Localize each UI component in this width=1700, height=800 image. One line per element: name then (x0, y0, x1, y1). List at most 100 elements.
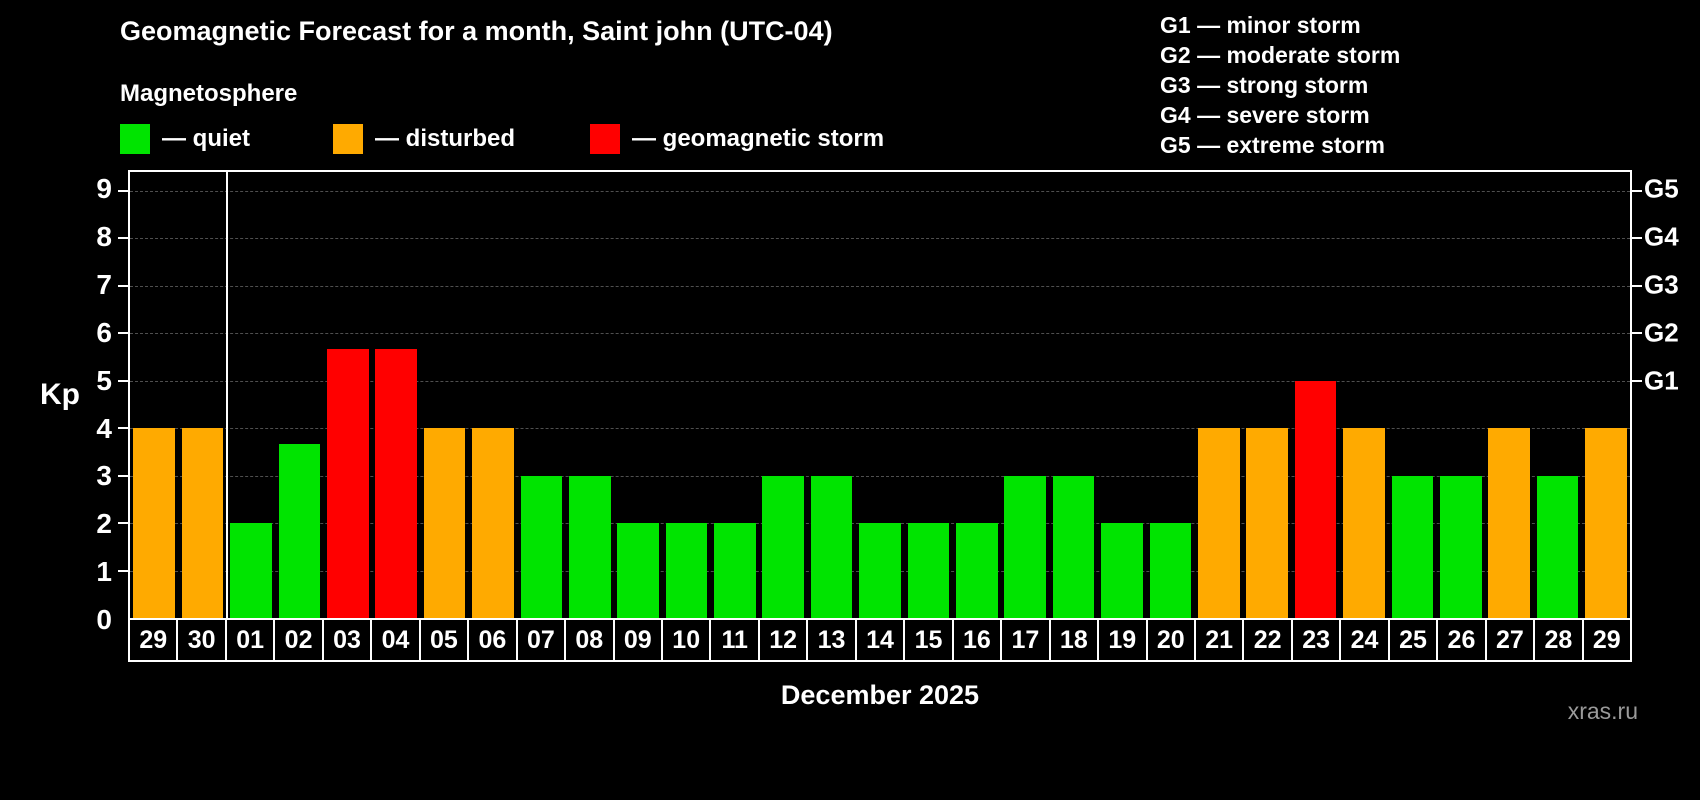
right-tick-label-g4: G4 (1644, 221, 1679, 252)
kp-bar-day-02 (278, 443, 321, 618)
kp-bar-day-30 (181, 428, 224, 618)
date-cell-20: 20 (1147, 620, 1196, 662)
kp-bar-day-07 (520, 475, 563, 618)
left-tick-kp-7 (118, 284, 128, 287)
date-cell-03: 03 (323, 620, 373, 662)
bar-slot-18 (1049, 172, 1097, 618)
kp-bar-day-29 (1585, 428, 1627, 618)
date-cell-05: 05 (420, 620, 470, 662)
y-axis-title: Kp (40, 378, 80, 411)
bar-slot-27 (1485, 172, 1533, 618)
y-tick-label-2: 2 (96, 508, 112, 540)
disturbed-label: — disturbed (375, 125, 516, 152)
bar-slot-03 (324, 172, 372, 618)
date-cell-29: 29 (128, 620, 179, 662)
kp-bar-day-13 (810, 475, 853, 618)
kp-bar-day-20 (1149, 523, 1192, 618)
bar-slot-02 (275, 172, 323, 618)
bar-slot-07 (517, 172, 565, 618)
right-tick-label-g5: G5 (1644, 173, 1679, 204)
bar-slot-30 (178, 172, 226, 618)
y-tick-label-4: 4 (96, 412, 112, 444)
bar-slot-10 (662, 172, 710, 618)
date-cell-26: 26 (1438, 620, 1487, 662)
gridline-kp-4 (130, 428, 1630, 430)
bar-slot-15 (904, 172, 952, 618)
legend: — quiet — disturbed — geomagnetic storm (0, 122, 1100, 156)
kp-bar-day-15 (907, 523, 950, 618)
bar-slot-14 (856, 172, 904, 618)
date-cell-08: 08 (566, 620, 615, 662)
y-tick-label-3: 3 (96, 460, 112, 492)
kp-bar-day-11 (714, 523, 756, 618)
date-cell-11: 11 (711, 620, 760, 662)
date-cell-12: 12 (759, 620, 809, 662)
kp-bar-day-26 (1439, 475, 1482, 618)
date-cell-13: 13 (808, 620, 857, 662)
bar-slot-20 (1146, 172, 1194, 618)
bar-slot-24 (1340, 172, 1388, 618)
storm-color-swatch (590, 124, 620, 154)
kp-bar-day-29 (133, 428, 175, 618)
kp-bar-day-22 (1246, 428, 1288, 618)
kp-bar-day-05 (423, 428, 466, 618)
kp-bar-day-24 (1343, 428, 1385, 618)
bar-slot-11 (711, 172, 759, 618)
kp-bar-day-16 (956, 523, 998, 618)
left-tick-kp-8 (118, 237, 128, 240)
bar-slot-16 (953, 172, 1001, 618)
kp-bar-day-04 (375, 348, 417, 618)
date-cell-23: 23 (1292, 620, 1342, 662)
y-tick-label-7: 7 (96, 268, 112, 300)
right-tick-g3 (1632, 284, 1642, 287)
gridline-kp-7 (130, 285, 1630, 287)
y-tick-label-5: 5 (96, 364, 112, 396)
bar-slot-06 (469, 172, 517, 618)
quiet-label: — quiet (162, 125, 250, 152)
date-cell-16: 16 (953, 620, 1003, 662)
date-cell-21: 21 (1195, 620, 1245, 662)
x-axis-date-strip: 29 30 01 02 03 04 05 06 07 08 09 10 11 12 13 14 15 16 17 18… (128, 620, 1633, 662)
watermark: xras.ru (1567, 698, 1638, 724)
date-cell-29: 29 (1583, 620, 1633, 662)
left-tick-kp-3 (118, 474, 128, 477)
bar-slot-08 (566, 172, 614, 618)
kp-bar-day-28 (1536, 475, 1579, 618)
plot-area (118, 170, 1642, 620)
bar-slot-04 (372, 172, 420, 618)
date-cell-24: 24 (1341, 620, 1390, 662)
bar-slot-21 (1195, 172, 1243, 618)
left-tick-kp-5 (118, 379, 128, 382)
date-cell-07: 07 (517, 620, 567, 662)
legend-item-quiet: — quiet (120, 122, 250, 156)
legend-item-disturbed: — disturbed (333, 122, 515, 156)
g5-legend-line: G5 — extreme storm (1160, 132, 1385, 158)
bar-slot-23 (1291, 172, 1339, 618)
kp-bar-day-14 (859, 523, 901, 618)
date-cell-19: 19 (1099, 620, 1148, 662)
date-cell-02: 02 (275, 620, 324, 662)
bar-slot-17 (1001, 172, 1049, 618)
storm-label: — geomagnetic storm (632, 125, 885, 152)
right-tick-g1 (1632, 379, 1642, 382)
right-tick-g2 (1632, 332, 1642, 335)
bar-slot-28 (1533, 172, 1581, 618)
kp-bar-day-03 (326, 348, 369, 618)
left-tick-kp-2 (118, 522, 128, 525)
legend-item-storm: — geomagnetic storm (590, 122, 884, 156)
bar-slot-29 (130, 172, 178, 618)
kp-bar-day-25 (1391, 475, 1434, 618)
date-cell-01: 01 (226, 620, 276, 662)
kp-bar-day-23 (1294, 380, 1337, 618)
y-axis-tick-labels: 0 1 2 3 4 5 6 7 8 9 (0, 170, 120, 635)
bar-slot-05 (420, 172, 468, 618)
kp-bar-day-08 (568, 475, 611, 618)
g1-legend-line: G1 — minor storm (1160, 12, 1361, 38)
gridline-kp-5 (130, 380, 1630, 382)
right-tick-g4 (1632, 237, 1642, 240)
y-tick-label-9: 9 (96, 173, 112, 205)
y-tick-label-0: 0 (96, 604, 112, 635)
g3-legend-line: G3 — strong storm (1160, 72, 1369, 98)
kp-bar-day-17 (1004, 475, 1047, 618)
left-tick-kp-9 (118, 189, 128, 192)
